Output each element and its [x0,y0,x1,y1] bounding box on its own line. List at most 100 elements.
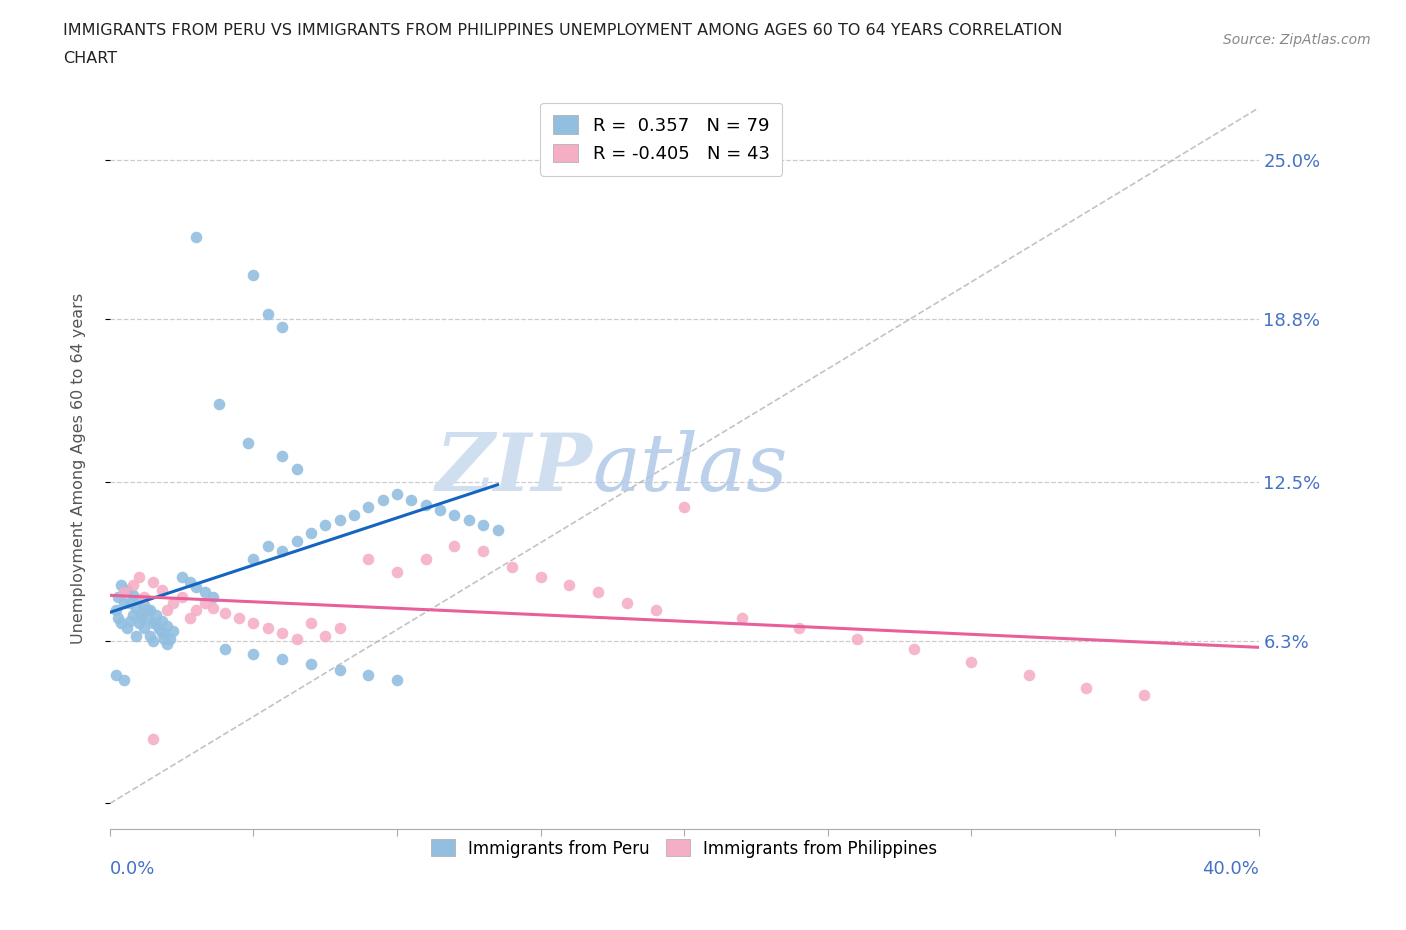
Point [179,575,201,590]
Point [125,600,148,615]
Point [139,603,162,618]
Text: 40.0%: 40.0% [1202,860,1258,878]
Point [159,631,181,646]
Point [271,544,294,559]
Point [385,487,408,502]
Point [150,626,173,641]
Point [136,603,159,618]
Point [960,655,983,670]
Point [131,611,153,626]
Point [472,518,495,533]
Point [443,508,465,523]
Point [139,629,162,644]
Point [385,672,408,687]
Point [329,621,352,636]
Point [271,448,294,463]
Point [228,611,250,626]
Point [115,621,138,636]
Point [271,626,294,641]
Point [115,582,138,597]
Point [112,585,135,600]
Text: IMMIGRANTS FROM PERU VS IMMIGRANTS FROM PHILIPPINES UNEMPLOYMENT AMONG AGES 60 T: IMMIGRANTS FROM PERU VS IMMIGRANTS FROM … [63,23,1063,38]
Point [184,579,207,594]
Point [121,588,143,603]
Point [530,569,553,584]
Point [142,633,165,648]
Point [110,616,132,631]
Point [501,559,523,574]
Point [415,498,437,512]
Point [128,569,150,584]
Point [314,518,336,533]
Point [385,565,408,579]
Point [285,631,308,646]
Text: Source: ZipAtlas.com: Source: ZipAtlas.com [1223,33,1371,46]
Point [131,605,153,620]
Point [153,631,176,646]
Point [112,585,135,600]
Point [112,672,135,687]
Point [156,618,179,633]
Point [457,512,479,527]
Point [128,592,150,607]
Point [145,608,167,623]
Point [242,616,264,631]
Point [118,613,141,628]
Point [256,621,278,636]
Point [184,603,207,618]
Point [429,502,451,517]
Point [486,523,509,538]
Point [401,492,423,507]
Point [110,578,132,592]
Point [787,621,810,636]
Point [142,732,165,747]
Point [148,621,170,636]
Point [107,611,129,626]
Point [616,595,638,610]
Point [256,307,278,322]
Point [415,551,437,566]
Point [1018,667,1040,682]
Text: 0.0%: 0.0% [110,860,155,878]
Legend: Immigrants from Peru, Immigrants from Philippines: Immigrants from Peru, Immigrants from Ph… [425,832,943,864]
Point [730,611,752,626]
Point [903,642,925,657]
Point [357,667,380,682]
Point [134,598,156,613]
Point [170,569,193,584]
Point [271,652,294,667]
Point [329,662,352,677]
Point [170,590,193,604]
Point [150,582,173,597]
Point [162,623,184,638]
Point [256,538,278,553]
Point [134,621,156,636]
Text: ZIP: ZIP [436,430,592,508]
Point [179,611,201,626]
Point [112,595,135,610]
Point [128,616,150,631]
Point [145,616,167,631]
Point [121,578,143,592]
Point [357,499,380,514]
Text: CHART: CHART [63,51,117,66]
Point [134,590,156,604]
Point [125,629,148,644]
Point [1132,688,1154,703]
Point [194,585,217,600]
Point [329,512,352,527]
Point [162,595,184,610]
Point [184,230,207,245]
Point [148,621,170,636]
Point [644,603,666,618]
Point [472,544,495,559]
Text: atlas: atlas [592,430,787,508]
Point [371,492,394,507]
Point [242,551,264,566]
Point [299,616,322,631]
Point [845,631,868,646]
Point [357,551,380,566]
Y-axis label: Unemployment Among Ages 60 to 64 years: Unemployment Among Ages 60 to 64 years [72,293,86,644]
Point [118,595,141,610]
Point [104,667,127,682]
